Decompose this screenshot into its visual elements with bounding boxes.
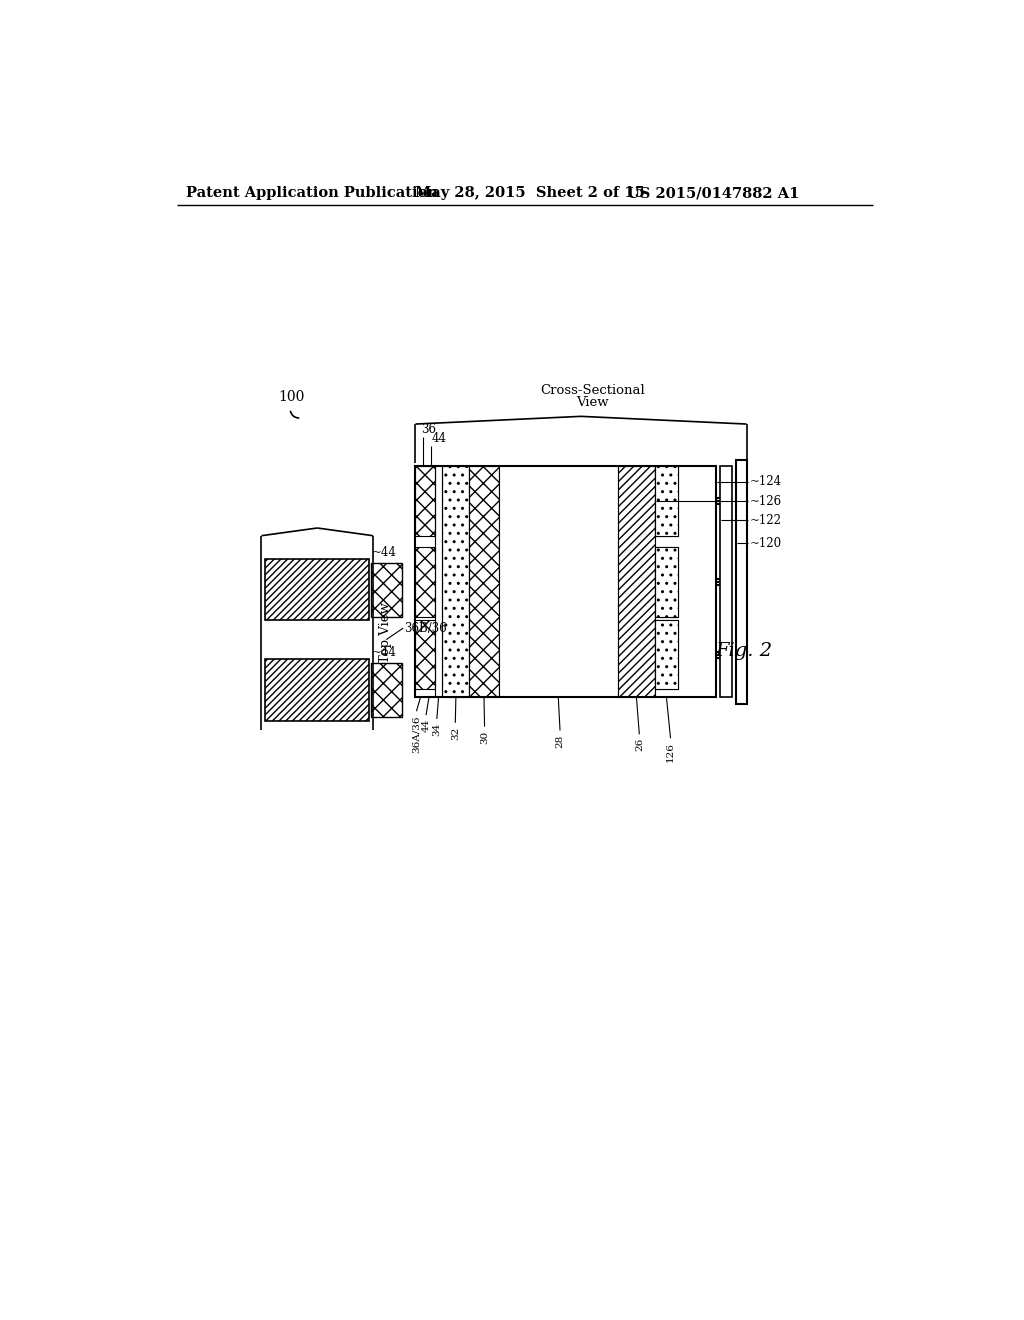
Bar <box>655 466 678 536</box>
Text: 126: 126 <box>666 742 675 762</box>
Text: 28: 28 <box>556 734 564 747</box>
Bar <box>265 659 370 721</box>
Bar <box>416 620 435 689</box>
Text: Patent Application Publication: Patent Application Publication <box>186 186 438 201</box>
Text: ~124: ~124 <box>750 475 781 488</box>
Text: 34: 34 <box>432 723 441 737</box>
Bar <box>655 620 678 689</box>
Text: View: View <box>577 396 609 409</box>
Bar <box>736 461 746 704</box>
Bar <box>416 548 435 616</box>
Text: US 2015/0147882 A1: US 2015/0147882 A1 <box>628 186 800 201</box>
Text: 36B/36: 36B/36 <box>403 622 446 635</box>
Text: 36A/36: 36A/36 <box>412 715 421 752</box>
Bar <box>265 558 370 620</box>
Bar <box>617 466 655 697</box>
Bar <box>655 548 678 616</box>
Text: ~126: ~126 <box>750 495 781 508</box>
Bar <box>655 548 678 616</box>
Text: 44: 44 <box>432 432 447 445</box>
Text: May 28, 2015  Sheet 2 of 15: May 28, 2015 Sheet 2 of 15 <box>416 186 645 201</box>
Text: 26: 26 <box>635 738 644 751</box>
Text: Fig. 2: Fig. 2 <box>716 643 773 660</box>
Text: ~122: ~122 <box>750 513 781 527</box>
Bar <box>655 466 678 536</box>
Text: Top View: Top View <box>379 602 392 663</box>
Text: 100: 100 <box>279 391 305 404</box>
Text: 44: 44 <box>422 719 430 733</box>
Text: ~120: ~120 <box>750 537 781 550</box>
Bar <box>499 466 617 697</box>
Bar <box>655 620 678 689</box>
Text: 36: 36 <box>421 422 436 436</box>
Text: 30: 30 <box>480 730 489 743</box>
Bar <box>371 562 401 616</box>
Bar <box>416 466 716 697</box>
Text: ~44: ~44 <box>372 546 396 560</box>
Bar <box>435 466 442 697</box>
Bar <box>720 466 732 697</box>
Bar <box>416 466 435 536</box>
Text: ~44: ~44 <box>372 647 396 659</box>
Bar <box>442 466 469 697</box>
Bar <box>371 663 401 717</box>
Bar <box>416 466 716 697</box>
Text: 32: 32 <box>451 726 460 741</box>
Bar <box>469 466 499 697</box>
Bar <box>655 466 678 697</box>
Text: Cross-Sectional: Cross-Sectional <box>541 384 645 397</box>
